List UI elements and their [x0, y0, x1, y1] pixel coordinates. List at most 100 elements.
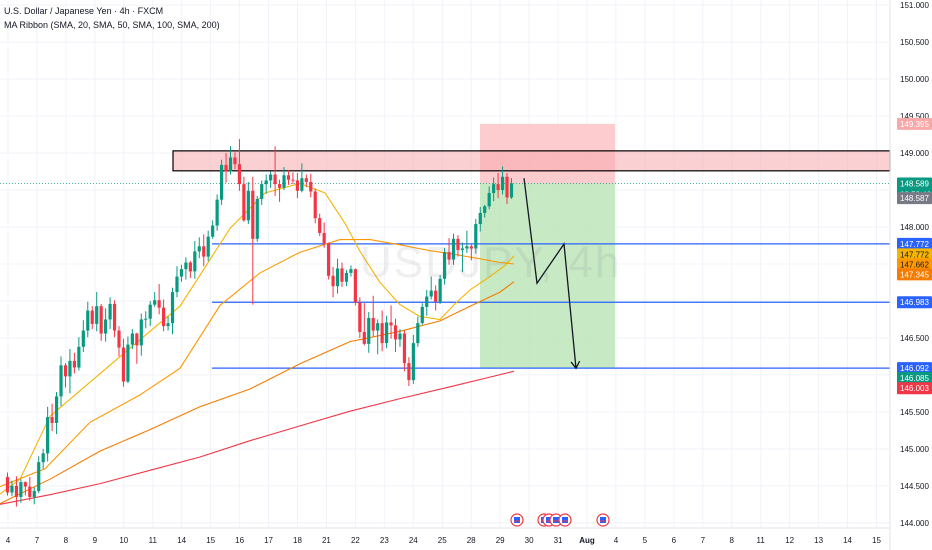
price-axis-label[interactable]: 147.345 — [897, 268, 932, 281]
time-tick-label: 22 — [351, 536, 360, 545]
price-axis-label[interactable]: 146.092 — [897, 362, 932, 375]
candle-body — [77, 346, 81, 368]
time-tick-label: 4 — [614, 536, 619, 545]
candle-body — [255, 198, 259, 239]
event-flag-icon[interactable] — [558, 513, 572, 527]
candle-body — [139, 319, 143, 346]
candle — [237, 139, 242, 191]
candle-body — [340, 268, 344, 282]
candle — [469, 244, 473, 261]
moving-average-line — [0, 370, 515, 505]
candle — [32, 487, 36, 505]
price-label-text: 147.662 — [900, 260, 929, 269]
price-label-text: 147.345 — [900, 270, 929, 279]
price-axis-label[interactable]: 147.662 — [897, 258, 932, 271]
candle — [99, 303, 103, 341]
candle-body — [23, 482, 27, 487]
candle — [242, 176, 246, 222]
candle-body — [41, 453, 45, 463]
price-label-text: 148.587 — [900, 194, 929, 203]
candle — [81, 320, 85, 352]
candle — [157, 283, 161, 315]
candle — [224, 153, 228, 183]
candle — [483, 204, 487, 218]
candle — [465, 230, 469, 253]
candle — [206, 230, 210, 262]
candle — [184, 257, 188, 280]
time-tick-label: 6 — [672, 536, 677, 545]
price-axis-label[interactable]: 146.983 — [897, 296, 932, 309]
candle — [108, 297, 112, 330]
candle — [282, 167, 286, 191]
candle — [362, 303, 366, 346]
candle — [487, 186, 491, 210]
candle-body — [349, 269, 353, 273]
candle-body — [28, 486, 32, 497]
candle-body — [197, 246, 201, 252]
flag-canton — [600, 517, 606, 523]
price-axis-label[interactable]: 148.587 — [897, 192, 932, 205]
candle-body — [135, 333, 139, 346]
price-axis-label[interactable]: 146.003 — [897, 382, 932, 395]
candle-body — [108, 303, 112, 320]
price-axis-label[interactable]: 147.772 — [897, 248, 932, 261]
candle — [500, 166, 505, 195]
candle-body — [442, 252, 447, 279]
candle — [153, 292, 157, 307]
candle-body — [148, 304, 152, 319]
candle — [277, 179, 282, 202]
moving-average-line — [0, 182, 515, 495]
candle — [50, 403, 54, 432]
candle — [344, 269, 349, 287]
price-axis-label[interactable]: 146.085 — [897, 371, 932, 384]
candle — [166, 316, 170, 331]
candle-body — [385, 322, 389, 344]
candle-body — [282, 175, 286, 188]
candle — [460, 242, 465, 273]
candle-body — [130, 333, 134, 345]
candle — [54, 391, 59, 435]
candle — [371, 295, 375, 337]
price-axis-label[interactable]: 147.772 — [897, 237, 932, 250]
candle-body — [322, 232, 326, 244]
price-axis-label[interactable]: 149.395 — [897, 117, 932, 130]
candle-body — [90, 310, 94, 324]
candle-body — [358, 302, 362, 333]
candle-body — [420, 306, 424, 324]
candle-body — [233, 157, 237, 165]
event-flag-icon[interactable] — [596, 513, 610, 527]
price-tick-label: 144.500 — [900, 482, 929, 491]
candle-body — [402, 333, 407, 364]
symbol-title[interactable]: U.S. Dollar / Japanese Yen · 4h · FXCM — [4, 6, 164, 16]
candle-body — [291, 179, 295, 181]
candle — [246, 181, 250, 225]
candle — [456, 235, 460, 257]
resistance-zone — [172, 150, 891, 172]
candle-body — [434, 290, 438, 302]
candle — [304, 174, 308, 188]
candle-body — [179, 269, 184, 277]
time-tick-label: 15 — [872, 536, 881, 545]
event-flag-icon[interactable] — [510, 513, 524, 527]
time-tick-label: 28 — [467, 536, 476, 545]
time-tick-label: 11 — [757, 536, 766, 545]
candle — [389, 305, 393, 339]
candle — [429, 276, 433, 300]
time-tick-label: 9 — [93, 536, 98, 545]
price-tick-label: 149.500 — [900, 112, 929, 121]
price-label-text: 148.589 — [900, 179, 929, 188]
indicator-legend[interactable]: MA Ribbon (SMA, 20, SMA, 50, SMA, 100, S… — [4, 20, 220, 30]
candle — [193, 241, 197, 279]
candle-body — [411, 343, 415, 381]
candle-body — [86, 310, 90, 331]
time-tick-label: 7 — [701, 536, 706, 545]
candle — [264, 174, 268, 194]
candle-body — [206, 236, 210, 257]
candle-body — [202, 246, 206, 257]
candle — [179, 264, 184, 282]
candle — [327, 242, 331, 280]
candle-body — [362, 332, 366, 344]
candle-body — [273, 174, 277, 185]
time-tick-label: 5 — [643, 536, 648, 545]
